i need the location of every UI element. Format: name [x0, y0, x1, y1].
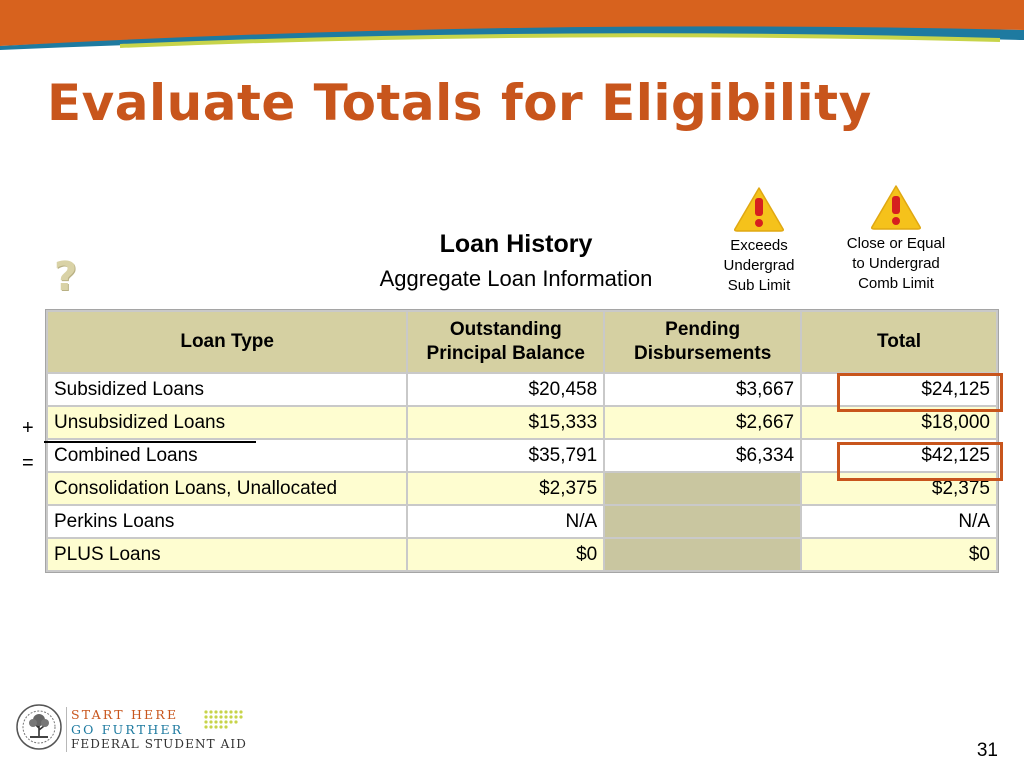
- pending-cell: $6,334: [605, 440, 801, 471]
- outstanding-cell: $20,458: [408, 374, 604, 405]
- aggregate-loan-table: Loan Type Outstanding Principal Balance …: [45, 309, 999, 573]
- table-row: Subsidized Loans $20,458 $3,667 $24,125: [48, 374, 996, 405]
- total-cell: $42,125: [802, 440, 996, 471]
- table-row: Combined Loans $35,791 $6,334 $42,125: [48, 440, 996, 471]
- loan-type-cell: Consolidation Loans, Unallocated: [48, 473, 407, 504]
- legend-close-label: Close or Equal to Undergrad Comb Limit: [846, 235, 946, 292]
- loan-type-cell: Subsidized Loans: [48, 374, 407, 405]
- header-pending-disbursements: Pending Disbursements: [605, 312, 801, 372]
- outstanding-cell: $2,375: [408, 473, 604, 504]
- pending-cell: $2,667: [605, 407, 801, 438]
- pending-cell: [605, 539, 801, 570]
- department-of-education-seal-icon: [16, 704, 62, 750]
- slide-title: Evaluate Totals for Eligibility: [47, 74, 872, 132]
- outstanding-cell: N/A: [408, 506, 604, 537]
- outstanding-cell: $0: [408, 539, 604, 570]
- table-row: Consolidation Loans, Unallocated $2,375 …: [48, 473, 996, 504]
- pending-cell: [605, 473, 801, 504]
- loan-history-title: Loan History: [439, 230, 593, 258]
- table-row: PLUS Loans $0 $0: [48, 539, 996, 570]
- legend-close-comb-limit: Close or Equal to Undergrad Comb Limit: [836, 184, 956, 294]
- outstanding-cell: $35,791: [408, 440, 604, 471]
- warning-exclamation-icon: [734, 187, 784, 232]
- subsidized-total-highlight: [837, 373, 1003, 412]
- fsa-logo-go-further: GO FURTHER: [71, 722, 184, 737]
- table-row: Perkins Loans N/A N/A: [48, 506, 996, 537]
- loan-type-cell: Unsubsidized Loans: [48, 407, 407, 438]
- total-cell: $18,000: [802, 407, 996, 438]
- table-row: Unsubsidized Loans $15,333 $2,667 $18,00…: [48, 407, 996, 438]
- pending-cell: $3,667: [605, 374, 801, 405]
- loan-type-cell: Perkins Loans: [48, 506, 407, 537]
- combined-total-highlight: [837, 442, 1003, 481]
- table-header-row: Loan Type Outstanding Principal Balance …: [48, 312, 996, 372]
- fsa-logo: START HERE GO FURTHER FEDERAL STUDENT AI…: [66, 707, 247, 752]
- fsa-logo-dot-grid: [204, 710, 243, 729]
- fsa-logo-start-here: START HERE: [71, 707, 179, 722]
- header-loan-type: Loan Type: [48, 312, 407, 372]
- legend-exceeds-sub-limit: Exceeds Undergrad Sub Limit: [716, 186, 802, 296]
- total-cell: N/A: [802, 506, 996, 537]
- legend-exceeds-label: Exceeds Undergrad Sub Limit: [723, 237, 795, 294]
- warning-exclamation-icon: [871, 185, 921, 230]
- header-banner: [0, 0, 1024, 50]
- equals-sign: =: [22, 452, 34, 474]
- total-cell: $24,125: [802, 374, 996, 405]
- loan-type-cell: Combined Loans: [48, 440, 407, 471]
- outstanding-cell: $15,333: [408, 407, 604, 438]
- fsa-logo-federal-student-aid: FEDERAL STUDENT AID: [71, 737, 247, 751]
- aggregate-loan-subtitle: Aggregate Loan Information: [379, 266, 653, 291]
- sum-underline: [44, 441, 256, 443]
- header-outstanding-balance: Outstanding Principal Balance: [408, 312, 604, 372]
- header-total: Total: [802, 312, 996, 372]
- plus-sign: +: [22, 417, 34, 439]
- total-cell: $0: [802, 539, 996, 570]
- pending-cell: [605, 506, 801, 537]
- page-number: 31: [976, 740, 998, 761]
- question-mark-icon[interactable]: ?: [54, 254, 78, 300]
- loan-type-cell: PLUS Loans: [48, 539, 407, 570]
